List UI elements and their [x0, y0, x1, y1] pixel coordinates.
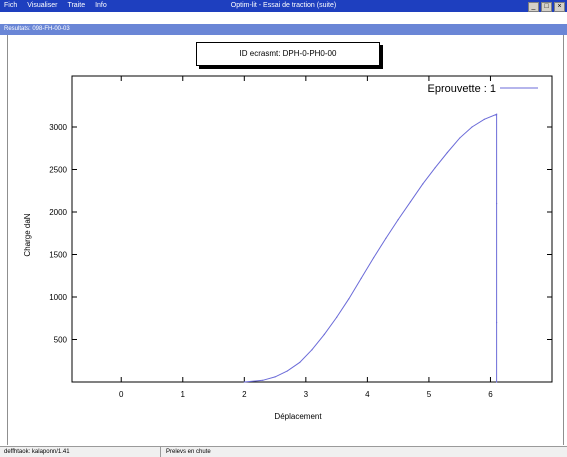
y-tick-label: 1500	[49, 251, 67, 260]
data-point	[299, 361, 301, 364]
y-axis-title: Charge daN	[23, 213, 32, 256]
menu-item-visualiser[interactable]: Visualiser	[27, 2, 58, 9]
data-point	[385, 237, 387, 239]
x-tick-label: 5	[427, 390, 432, 399]
data-point	[372, 257, 375, 259]
y-tick-label: 1000	[49, 293, 67, 302]
right-frame-line	[563, 35, 564, 445]
data-point	[274, 376, 276, 378]
y-tick-label: 500	[54, 336, 68, 345]
menu-item-file[interactable]: Fich	[4, 2, 18, 9]
data-point	[496, 381, 498, 383]
menu-item-traite[interactable]: Traite	[67, 2, 86, 9]
window-controls: _ □ ×	[528, 2, 565, 12]
data-point	[262, 379, 264, 381]
data-point	[496, 202, 498, 205]
data-point	[409, 201, 412, 203]
data-point	[311, 349, 313, 351]
plot-area	[71, 75, 553, 383]
document-title-bar: Resultats: 098-FH-00-03	[0, 24, 567, 35]
data-point	[496, 113, 498, 115]
data-point	[483, 118, 485, 120]
status-separator	[160, 447, 161, 457]
series-line-0	[244, 113, 498, 383]
y-tick-label: 2500	[49, 166, 67, 175]
close-icon[interactable]: ×	[554, 2, 565, 12]
data-point	[360, 277, 362, 279]
x-tick-label: 1	[181, 390, 186, 399]
window-title: Optim-lit - Essai de traction (suite)	[230, 2, 337, 9]
data-point	[434, 167, 436, 169]
y-tick-label: 3000	[49, 123, 67, 132]
left-frame-line	[7, 35, 8, 445]
legend-label: Eprouvette : 1	[428, 83, 497, 95]
data-point	[459, 137, 461, 139]
data-point	[446, 151, 448, 154]
x-tick-label: 3	[304, 390, 309, 399]
title-bar: Fich Visualiser Traite Info Optim-lit - …	[0, 0, 567, 12]
status-bar: deffhtaok: kalaponn/1.41 Prelevs en chut…	[0, 446, 567, 457]
document-title: Resultats: 098-FH-00-03	[4, 26, 70, 32]
minimize-icon[interactable]: _	[528, 2, 539, 12]
x-tick-label: 0	[119, 390, 124, 399]
data-point	[471, 126, 473, 128]
specimen-id-box: ID ecrasmt: DPH-0-PH0-00	[196, 42, 380, 66]
data-point	[397, 219, 399, 221]
x-axis-title: Déplacement	[274, 412, 322, 421]
data-point	[348, 298, 350, 300]
status-left: deffhtaok: kalaponn/1.41	[4, 449, 70, 455]
status-right: Prelevs en chute	[166, 449, 211, 455]
data-point	[496, 321, 498, 324]
data-point	[323, 333, 325, 335]
x-tick-label: 4	[365, 390, 370, 399]
menu-bar: Fich Visualiser Traite Info	[4, 0, 107, 12]
data-point	[243, 381, 245, 383]
x-tick-label: 6	[488, 390, 493, 399]
menu-item-info[interactable]: Info	[95, 2, 107, 9]
data-point	[422, 183, 424, 185]
maximize-icon[interactable]: □	[541, 2, 552, 12]
y-tick-label: 2000	[49, 208, 67, 217]
x-tick-label: 2	[242, 390, 247, 399]
data-point	[286, 370, 288, 372]
data-point	[336, 316, 338, 318]
